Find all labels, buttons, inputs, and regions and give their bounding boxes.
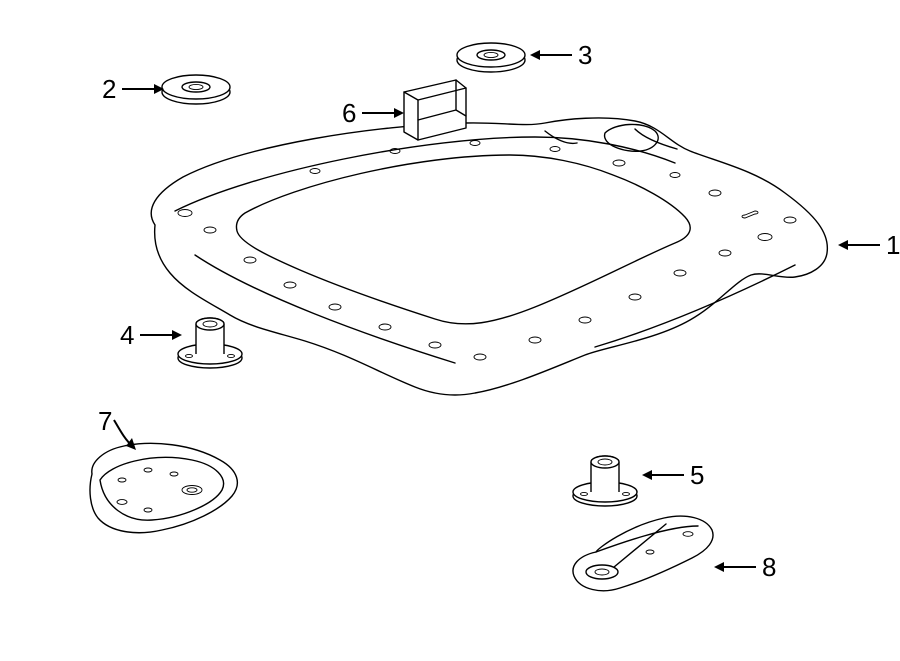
arrow-left-icon (530, 46, 572, 64)
callout-num: 6 (340, 100, 358, 126)
gusset-plate-right (568, 516, 718, 598)
damper-bracket (398, 80, 470, 142)
callout-num: 5 (688, 462, 706, 488)
callout-6: 6 (340, 100, 404, 126)
cushion-upper-right (455, 40, 527, 74)
callout-2: 2 (100, 76, 164, 102)
crossmember (115, 115, 835, 415)
arrow-left-icon (714, 558, 756, 576)
mount-bushing-left (175, 312, 245, 370)
callout-num: 4 (118, 322, 136, 348)
callout-num: 1 (884, 232, 900, 258)
arrow-right-icon (362, 104, 404, 122)
arrow-left-icon (642, 466, 684, 484)
callout-1: 1 (838, 232, 900, 258)
callout-3: 3 (530, 42, 594, 68)
arrow-right-icon (122, 80, 164, 98)
callout-num: 3 (576, 42, 594, 68)
mount-bushing-right (570, 450, 640, 508)
callout-5: 5 (642, 462, 706, 488)
callout-8: 8 (714, 554, 778, 580)
cushion-upper-left (160, 72, 232, 106)
arrow-left-icon (838, 236, 880, 254)
callout-num: 2 (100, 76, 118, 102)
arrow-dogleg-icon (112, 418, 142, 452)
gusset-plate-left (82, 440, 242, 540)
parts-diagram: 1 2 3 4 5 6 (0, 0, 900, 661)
arrow-right-icon (140, 326, 182, 344)
callout-4: 4 (118, 322, 182, 348)
callout-num: 8 (760, 554, 778, 580)
